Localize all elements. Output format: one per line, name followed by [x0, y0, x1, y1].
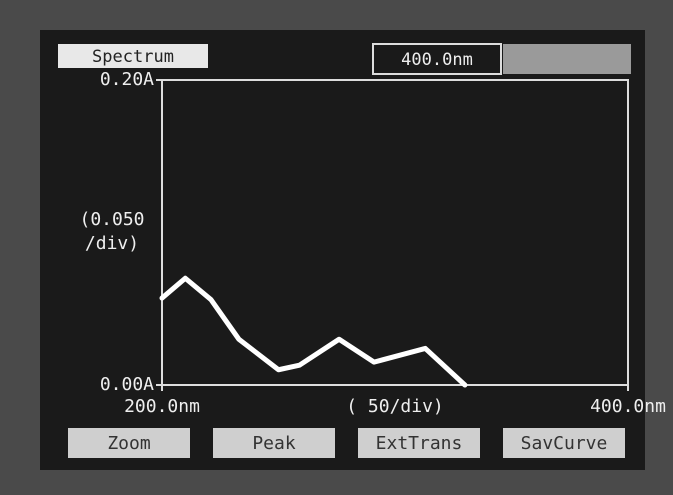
screen-title: Spectrum — [92, 47, 174, 67]
page: {"header": {"title": "Spectrum", "wavele… — [0, 0, 673, 495]
x-tick-label: 400.0nm — [590, 396, 666, 417]
y-tick-label: 0.00A — [100, 374, 154, 395]
y-scale-note: (0.050 — [79, 209, 144, 230]
x-tick-label: 200.0nm — [124, 396, 200, 417]
y-tick-label: 0.20A — [100, 69, 154, 90]
wavelength-readout: 400.0nm — [401, 50, 473, 70]
y-scale-note: /div) — [85, 233, 139, 254]
button-label[interactable]: ExtTrans — [376, 433, 463, 454]
button-label[interactable]: SavCurve — [521, 433, 608, 454]
button-label[interactable]: Peak — [252, 433, 296, 454]
screen-photo: Spectrum 400.0nm 0.00A 0.20A 200.0nm 400.0n… — [0, 0, 673, 495]
button-label[interactable]: Zoom — [107, 433, 150, 454]
reading-box — [503, 44, 631, 74]
x-scale-note: ( 50/div) — [346, 396, 444, 417]
